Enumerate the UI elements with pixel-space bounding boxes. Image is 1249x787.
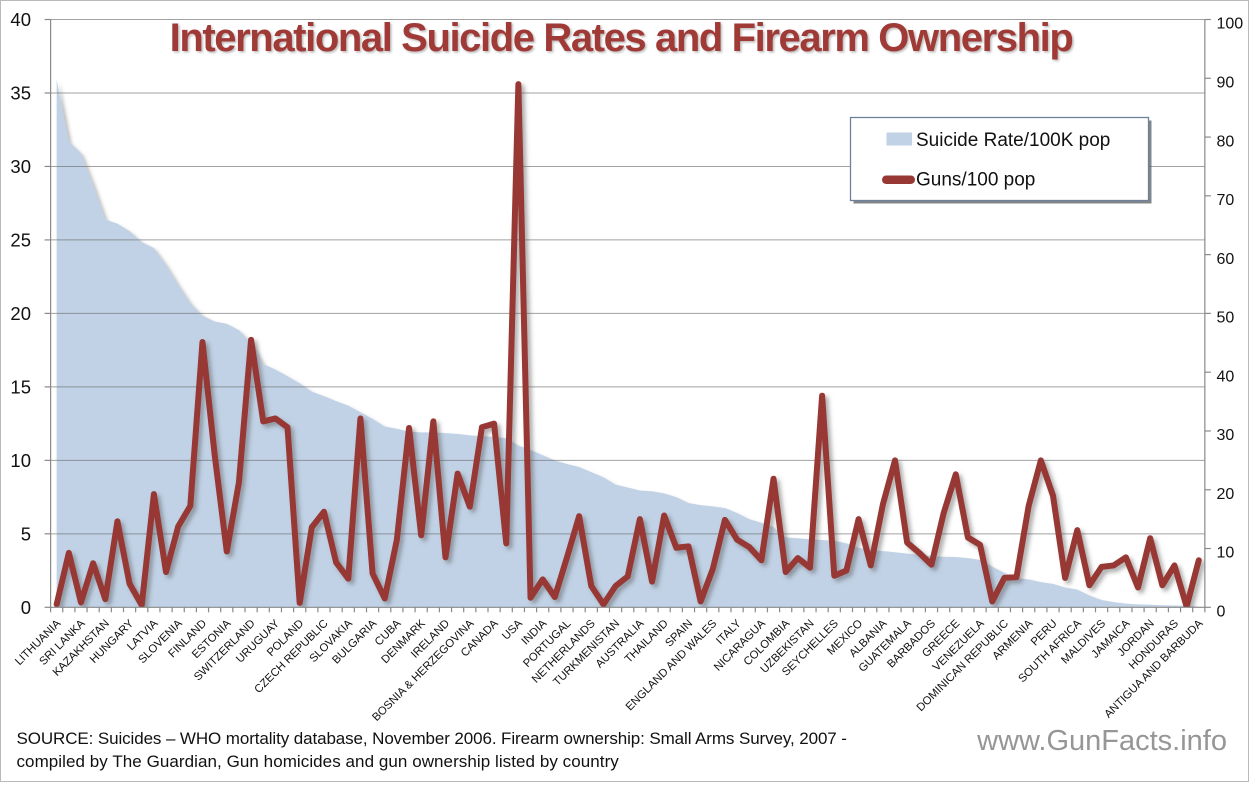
svg-text:compiled by The Guardian, Gun: compiled by The Guardian, Gun homicides … — [17, 752, 620, 771]
svg-text:25: 25 — [10, 229, 31, 250]
svg-text:10: 10 — [1217, 545, 1235, 562]
svg-text:30: 30 — [1217, 427, 1235, 444]
svg-text:15: 15 — [10, 376, 31, 397]
svg-text:0: 0 — [21, 597, 31, 618]
svg-text:50: 50 — [1217, 310, 1235, 327]
svg-text:5: 5 — [21, 523, 31, 544]
svg-text:10: 10 — [10, 450, 31, 471]
svg-text:60: 60 — [1217, 251, 1235, 268]
svg-text:100: 100 — [1217, 16, 1244, 33]
svg-text:70: 70 — [1217, 192, 1235, 209]
svg-text:90: 90 — [1217, 74, 1235, 91]
svg-text:40: 40 — [1217, 368, 1235, 385]
svg-text:30: 30 — [10, 156, 31, 177]
svg-text:80: 80 — [1217, 133, 1235, 150]
svg-text:20: 20 — [1217, 486, 1235, 503]
svg-text:SOURCE: Suicides – WHO mortali: SOURCE: Suicides – WHO mortality databas… — [17, 729, 847, 748]
svg-text:40: 40 — [10, 9, 31, 30]
svg-text:www.GunFacts.info: www.GunFacts.info — [976, 725, 1227, 757]
svg-text:20: 20 — [10, 303, 31, 324]
svg-text:35: 35 — [10, 82, 31, 103]
svg-text:Suicide Rate/100K pop: Suicide Rate/100K pop — [916, 130, 1110, 151]
svg-text:Guns/100 pop: Guns/100 pop — [916, 170, 1035, 191]
svg-text:International Suicide Rates an: International Suicide Rates and Firearm … — [170, 16, 1073, 60]
svg-text:0: 0 — [1217, 604, 1226, 621]
